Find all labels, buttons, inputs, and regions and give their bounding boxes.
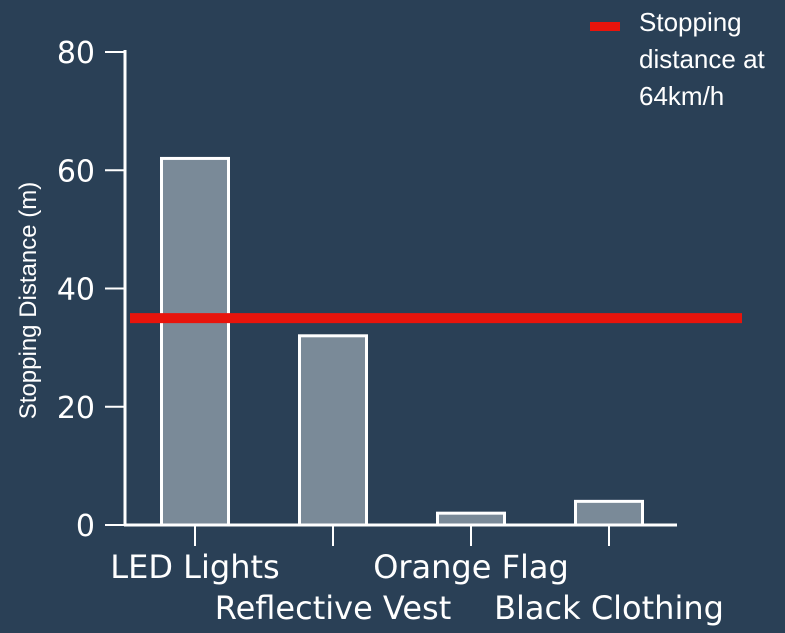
y-ticks-group: 0 20 40 60 80 [57, 36, 125, 544]
legend-label: Stopping distance at 64km/h [639, 7, 766, 111]
bar [298, 334, 368, 527]
x-tick-label: Black Clothing [494, 589, 724, 627]
y-tick-label: 40 [57, 273, 95, 308]
y-tick-label: 0 [76, 509, 95, 544]
bar [574, 499, 644, 527]
x-tick-label: LED Lights [110, 548, 279, 586]
x-tick-label: Orange Flag [373, 548, 569, 586]
bars-group [160, 156, 644, 527]
legend: Stopping distance at 64km/h [590, 7, 766, 111]
bar [160, 156, 230, 527]
legend-swatch [590, 22, 620, 31]
y-tick-label: 60 [57, 154, 95, 189]
x-tick-label: Reflective Vest [215, 589, 451, 627]
y-tick-label: 80 [57, 36, 95, 71]
y-tick-label: 20 [57, 391, 95, 426]
y-axis-label: Stopping Distance (m) [15, 182, 42, 419]
bar [436, 511, 506, 527]
